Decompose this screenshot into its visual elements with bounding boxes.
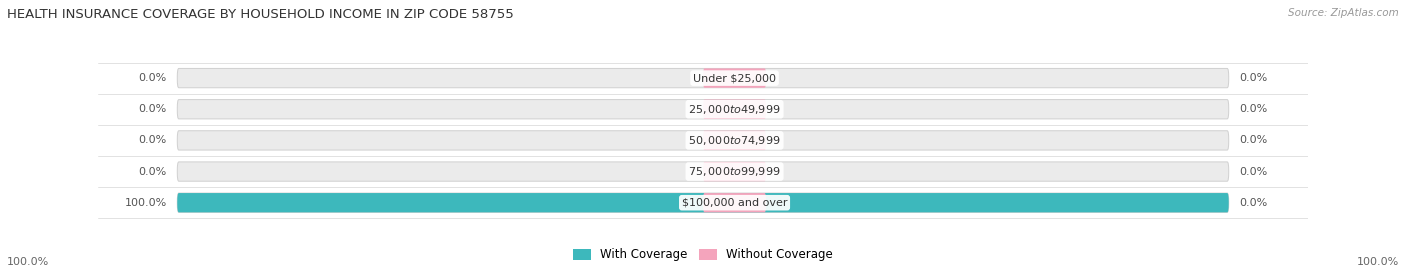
FancyBboxPatch shape: [177, 162, 1229, 181]
Text: HEALTH INSURANCE COVERAGE BY HOUSEHOLD INCOME IN ZIP CODE 58755: HEALTH INSURANCE COVERAGE BY HOUSEHOLD I…: [7, 8, 513, 21]
FancyBboxPatch shape: [703, 68, 766, 88]
FancyBboxPatch shape: [177, 131, 1229, 150]
FancyBboxPatch shape: [177, 100, 1229, 119]
Text: 0.0%: 0.0%: [1239, 135, 1267, 146]
FancyBboxPatch shape: [703, 100, 766, 119]
Text: 0.0%: 0.0%: [139, 73, 167, 83]
Text: $75,000 to $99,999: $75,000 to $99,999: [689, 165, 780, 178]
FancyBboxPatch shape: [703, 193, 766, 212]
Text: 0.0%: 0.0%: [139, 135, 167, 146]
Text: 0.0%: 0.0%: [139, 167, 167, 177]
Text: 0.0%: 0.0%: [139, 104, 167, 114]
Text: 100.0%: 100.0%: [7, 257, 49, 267]
Text: 0.0%: 0.0%: [1239, 104, 1267, 114]
FancyBboxPatch shape: [177, 193, 1229, 212]
FancyBboxPatch shape: [177, 68, 1229, 88]
Text: $25,000 to $49,999: $25,000 to $49,999: [689, 103, 780, 116]
Text: 0.0%: 0.0%: [1239, 167, 1267, 177]
FancyBboxPatch shape: [177, 193, 1229, 212]
Text: $100,000 and over: $100,000 and over: [682, 198, 787, 208]
Text: 0.0%: 0.0%: [1239, 73, 1267, 83]
Text: Under $25,000: Under $25,000: [693, 73, 776, 83]
Text: $50,000 to $74,999: $50,000 to $74,999: [689, 134, 780, 147]
Text: 0.0%: 0.0%: [1239, 198, 1267, 208]
FancyBboxPatch shape: [703, 131, 766, 150]
Text: 100.0%: 100.0%: [1357, 257, 1399, 267]
FancyBboxPatch shape: [703, 162, 766, 181]
Text: 100.0%: 100.0%: [125, 198, 167, 208]
Legend: With Coverage, Without Coverage: With Coverage, Without Coverage: [572, 248, 834, 261]
Text: Source: ZipAtlas.com: Source: ZipAtlas.com: [1288, 8, 1399, 18]
